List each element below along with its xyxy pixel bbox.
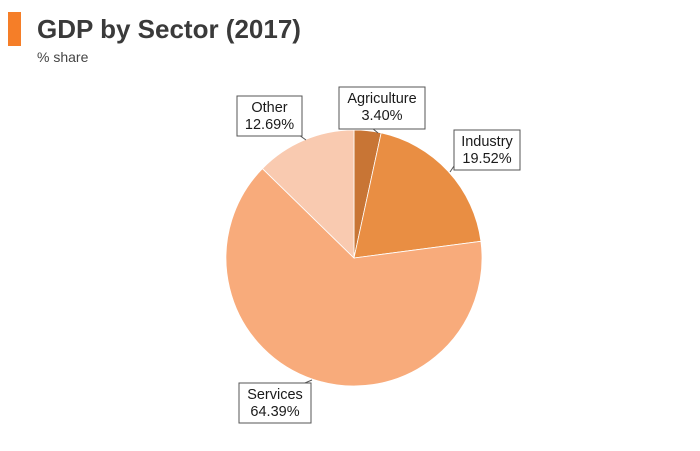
title-accent-bar [8,12,21,46]
label-box [236,95,303,137]
chart-title: GDP by Sector (2017) [37,14,301,44]
slice-value-label: 64.39% [250,404,299,420]
slice-value-label: 3.40% [361,108,402,124]
slice-name-label: Other [251,100,287,116]
pie-slice-other [261,129,355,259]
chart-subtitle: % share [37,49,89,65]
slice-value-label: 19.52% [462,151,511,167]
label-box [453,129,521,171]
label-box [238,382,312,424]
slice-value-label: 12.69% [245,117,294,133]
pie-slice-industry [353,132,482,259]
pie-slice-services [225,168,483,387]
slice-name-label: Agriculture [347,91,416,107]
slice-name-label: Services [247,387,303,403]
label-box [338,86,426,130]
slice-name-label: Industry [461,134,513,150]
